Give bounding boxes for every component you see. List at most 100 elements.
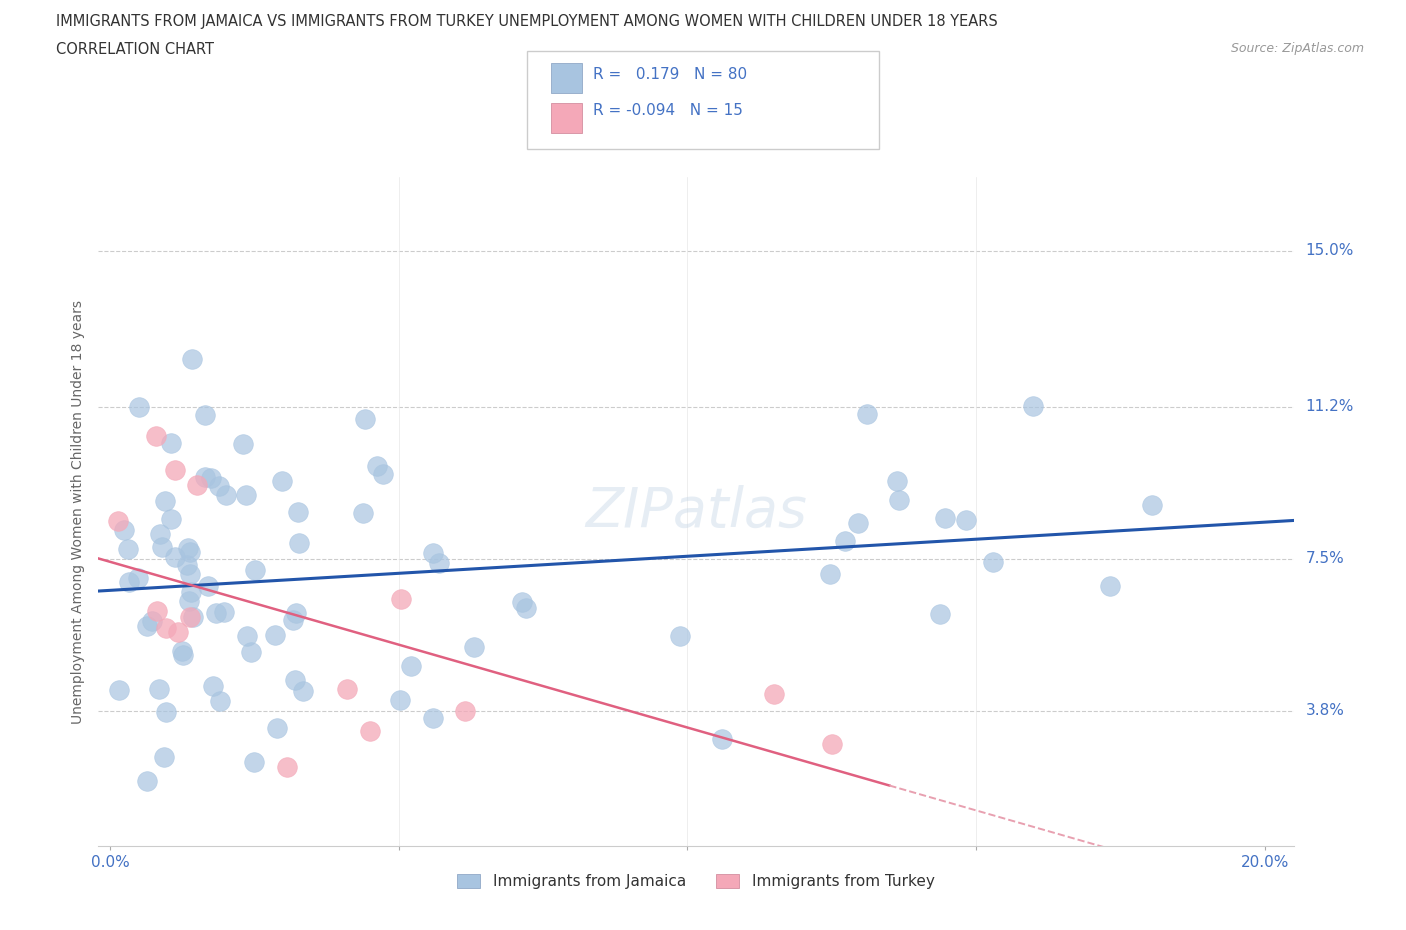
- Point: [145, 428, 167, 443]
- Text: 3.8%: 3.8%: [1305, 703, 1344, 718]
- Point: [886, 474, 908, 489]
- Point: [283, 612, 305, 627]
- Point: [266, 720, 288, 735]
- Point: [214, 487, 236, 502]
- Point: [117, 575, 139, 590]
- Point: [373, 467, 395, 482]
- Point: [454, 703, 477, 718]
- Point: [208, 478, 231, 493]
- Point: [159, 512, 181, 526]
- Point: [240, 644, 263, 659]
- Point: [179, 610, 201, 625]
- Point: [353, 412, 375, 427]
- Point: [194, 470, 217, 485]
- Point: [366, 458, 388, 473]
- Point: [245, 563, 267, 578]
- Point: [929, 606, 952, 621]
- Point: [186, 477, 208, 492]
- Point: [202, 679, 225, 694]
- Point: [208, 693, 231, 708]
- Point: [359, 724, 381, 738]
- Point: [422, 711, 444, 726]
- Point: [981, 555, 1004, 570]
- Point: [107, 513, 129, 528]
- Point: [172, 648, 194, 663]
- Point: [117, 541, 139, 556]
- Point: [235, 487, 257, 502]
- Point: [818, 567, 841, 582]
- Point: [176, 558, 198, 573]
- Point: [934, 511, 956, 525]
- Text: R = -0.094   N = 15: R = -0.094 N = 15: [593, 103, 744, 118]
- Point: [179, 544, 201, 559]
- Point: [194, 407, 217, 422]
- Point: [181, 352, 204, 366]
- Point: [243, 754, 266, 769]
- Point: [515, 601, 537, 616]
- Text: ZIPatlas: ZIPatlas: [585, 485, 807, 538]
- Legend: Immigrants from Jamaica, Immigrants from Turkey: Immigrants from Jamaica, Immigrants from…: [451, 869, 941, 896]
- Text: 11.2%: 11.2%: [1305, 399, 1354, 414]
- Point: [389, 591, 412, 606]
- Point: [212, 604, 235, 619]
- Point: [148, 682, 170, 697]
- Text: IMMIGRANTS FROM JAMAICA VS IMMIGRANTS FROM TURKEY UNEMPLOYMENT AMONG WOMEN WITH : IMMIGRANTS FROM JAMAICA VS IMMIGRANTS FR…: [56, 14, 998, 29]
- Point: [149, 527, 172, 542]
- Point: [284, 672, 307, 687]
- Point: [165, 462, 187, 477]
- Point: [128, 400, 150, 415]
- Point: [153, 494, 176, 509]
- Point: [141, 614, 163, 629]
- Text: Source: ZipAtlas.com: Source: ZipAtlas.com: [1230, 42, 1364, 55]
- Point: [669, 629, 692, 644]
- Point: [285, 606, 308, 621]
- Point: [155, 620, 177, 635]
- Point: [179, 593, 201, 608]
- Point: [108, 683, 131, 698]
- Point: [146, 604, 169, 618]
- Point: [762, 687, 785, 702]
- Point: [136, 618, 159, 633]
- Point: [855, 406, 877, 421]
- Point: [170, 644, 193, 658]
- Point: [150, 539, 173, 554]
- Point: [159, 435, 181, 450]
- Point: [887, 492, 910, 507]
- Point: [136, 774, 159, 789]
- Point: [292, 684, 315, 698]
- Point: [336, 682, 359, 697]
- Point: [236, 628, 259, 643]
- Point: [276, 759, 298, 774]
- Point: [955, 512, 977, 527]
- Point: [179, 566, 201, 581]
- Point: [287, 504, 309, 519]
- Point: [1140, 498, 1163, 512]
- Point: [127, 571, 149, 586]
- Point: [181, 610, 204, 625]
- Point: [200, 471, 222, 485]
- Point: [463, 639, 485, 654]
- Point: [180, 584, 202, 599]
- Point: [271, 473, 294, 488]
- Point: [288, 536, 311, 551]
- Point: [155, 705, 177, 720]
- Text: 7.5%: 7.5%: [1305, 551, 1344, 566]
- Point: [1098, 578, 1121, 593]
- Point: [710, 732, 733, 747]
- Point: [846, 515, 869, 530]
- Y-axis label: Unemployment Among Women with Children Under 18 years: Unemployment Among Women with Children U…: [72, 299, 86, 724]
- Point: [352, 506, 374, 521]
- Point: [427, 555, 450, 570]
- Point: [820, 737, 842, 751]
- Point: [197, 578, 219, 593]
- Point: [389, 692, 412, 707]
- Point: [232, 436, 254, 451]
- Point: [1022, 399, 1045, 414]
- Point: [167, 625, 190, 640]
- Point: [153, 750, 176, 764]
- Point: [399, 658, 422, 673]
- Text: 15.0%: 15.0%: [1305, 243, 1354, 259]
- Point: [422, 546, 444, 561]
- Point: [510, 594, 533, 609]
- Point: [112, 523, 135, 538]
